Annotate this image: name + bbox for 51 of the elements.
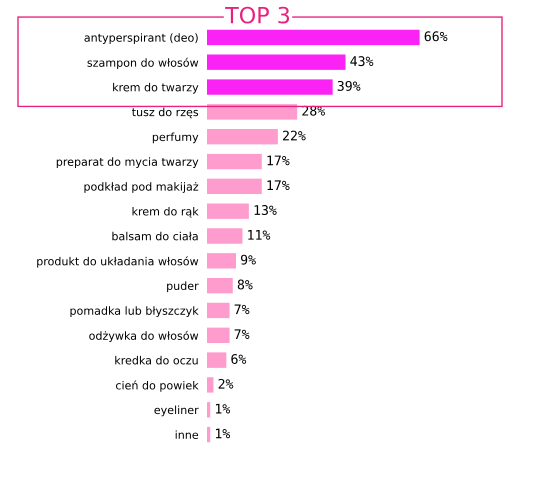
y-tick-label: kredka do oczu [115, 356, 198, 364]
bar [207, 377, 214, 393]
data-label: 8% [238, 280, 253, 290]
y-tick-label: szampon do włosów [87, 58, 198, 69]
bar [207, 228, 242, 244]
y-tick-label: tusz do rzęs [132, 108, 198, 118]
y-tick-label: inne [176, 430, 198, 439]
data-label: 7% [234, 304, 250, 314]
bar [207, 253, 236, 269]
data-label: 17% [268, 180, 290, 190]
bar [207, 178, 262, 194]
y-tick-label: preparat do mycia twarzy [56, 157, 198, 168]
data-label: 39% [338, 80, 360, 91]
y-tick-label: puder [167, 281, 199, 292]
bar [207, 302, 230, 318]
bar [207, 203, 249, 219]
bar [207, 352, 226, 368]
bar [207, 129, 278, 144]
y-tick-label: krem do twarzy [113, 82, 198, 94]
y-tick-label: cień do powiek [116, 380, 199, 392]
y-tick-label: pomadka lub błyszczyk [70, 306, 199, 318]
data-label: 9% [240, 254, 256, 265]
data-label: 13% [254, 205, 277, 216]
data-label: 1% [216, 428, 230, 438]
bar [207, 54, 346, 70]
y-tick-label: perfumy [152, 132, 198, 144]
y-tick-label: odżywka do włosów [89, 330, 198, 342]
bar [207, 402, 210, 418]
data-label: 1% [216, 404, 230, 414]
text: TOP 3 [225, 6, 290, 24]
bar [207, 30, 420, 46]
bar [207, 154, 262, 170]
data-label: 7% [234, 329, 250, 339]
data-label: 66% [424, 31, 448, 42]
y-tick-label: eyeliner [154, 406, 199, 416]
bar [207, 426, 210, 442]
y-tick-label: produkt do układania włosów [37, 256, 198, 268]
y-tick-label: balsam do ciała [112, 232, 198, 240]
bar [207, 328, 230, 343]
data-label: 17% [268, 156, 290, 166]
data-label: 2% [218, 378, 234, 389]
bar [207, 79, 333, 95]
data-label: 11% [248, 230, 270, 240]
y-tick-label: krem do rąk [132, 206, 199, 218]
data-label: 43% [350, 56, 374, 66]
y-tick-label: podkład pod makijaż [84, 182, 198, 193]
bar [207, 104, 298, 120]
data-label: 6% [231, 354, 246, 364]
data-label: 22% [283, 130, 306, 140]
y-tick-label: antyperspirant (deo) [84, 33, 198, 44]
bar [207, 278, 233, 294]
